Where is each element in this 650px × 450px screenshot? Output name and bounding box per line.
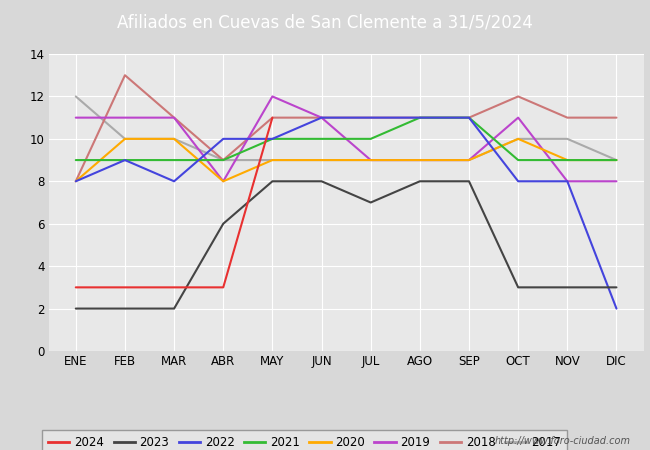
- Legend: 2024, 2023, 2022, 2021, 2020, 2019, 2018, 2017: 2024, 2023, 2022, 2021, 2020, 2019, 2018…: [42, 430, 567, 450]
- Text: Afiliados en Cuevas de San Clemente a 31/5/2024: Afiliados en Cuevas de San Clemente a 31…: [117, 14, 533, 32]
- Text: http://www.foro-ciudad.com: http://www.foro-ciudad.com: [495, 436, 630, 446]
